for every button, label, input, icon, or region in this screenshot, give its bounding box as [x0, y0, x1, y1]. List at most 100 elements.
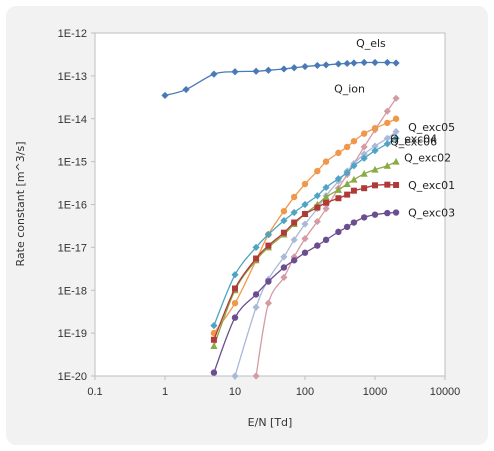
series-label-q-exc05: Q_exc05 — [408, 121, 455, 134]
data-point-q-ion — [313, 217, 321, 226]
data-point-q-exc06 — [360, 150, 368, 158]
x-tick-label: 1 — [162, 386, 168, 398]
data-point-q-exc03 — [335, 228, 342, 236]
data-point-q-exc03 — [384, 209, 391, 217]
y-tick-label: 1E-16 — [58, 200, 87, 212]
data-point-q-exc05 — [392, 115, 400, 122]
data-point-q-exc02 — [334, 186, 342, 193]
x-tick-label: 0.1 — [87, 386, 102, 398]
data-point-q-exc04 — [322, 183, 330, 192]
series-q-els — [161, 58, 400, 100]
data-point-q-exc03 — [265, 278, 272, 285]
data-point-q-exc03 — [210, 369, 218, 376]
data-point-q-exc03 — [301, 249, 309, 256]
data-point-q-exc06 — [231, 372, 239, 380]
data-point-q-exc05 — [343, 143, 351, 151]
data-point-q-els — [280, 65, 288, 73]
data-point-q-exc02 — [350, 175, 358, 183]
data-point-q-exc01 — [372, 182, 378, 189]
data-point-q-exc05 — [350, 137, 358, 145]
data-point-q-els — [182, 85, 190, 94]
data-point-q-els — [392, 59, 400, 67]
data-point-q-exc01 — [302, 211, 308, 218]
data-point-q-exc03 — [231, 314, 239, 321]
data-point-q-els — [231, 68, 239, 76]
data-point-q-exc04 — [383, 140, 391, 148]
y-tick-label: 1E-17 — [58, 242, 87, 254]
data-point-q-ion — [322, 205, 330, 213]
data-point-q-exc04 — [350, 162, 358, 170]
data-point-q-exc01 — [350, 187, 357, 194]
data-point-q-els — [343, 59, 351, 68]
data-point-q-exc01 — [265, 242, 272, 249]
series-q-exc05 — [210, 115, 400, 337]
series-label-q-ion: Q_ion — [334, 82, 365, 95]
data-point-q-exc03 — [290, 257, 298, 264]
data-point-q-els — [360, 58, 368, 67]
data-point-q-exc05 — [322, 158, 330, 165]
data-point-q-exc02 — [343, 180, 351, 188]
data-point-q-exc02 — [392, 157, 400, 165]
series-label-q-exc04: Q_exc04 — [390, 132, 437, 145]
plot-area — [94, 32, 446, 377]
series-label-q-exc03: Q_exc03 — [408, 207, 455, 220]
data-point-q-exc06 — [280, 253, 288, 261]
data-point-q-exc04 — [280, 217, 288, 225]
data-point-q-exc01 — [344, 191, 351, 198]
x-axis-title: E/N [Td] — [248, 416, 293, 429]
series-q-exc04 — [210, 134, 400, 330]
data-point-q-els — [264, 66, 272, 74]
data-point-q-exc04 — [301, 200, 309, 209]
data-point-q-exc04 — [392, 134, 400, 142]
y-tick-label: 1E-15 — [58, 157, 87, 169]
data-point-q-exc01 — [314, 204, 321, 211]
data-point-q-ion — [360, 143, 368, 151]
data-point-q-exc02 — [383, 161, 391, 169]
data-point-q-exc03 — [360, 214, 368, 221]
y-tick-label: 1E-12 — [58, 28, 87, 40]
data-point-q-exc05 — [360, 130, 368, 137]
data-point-q-ion — [264, 299, 272, 307]
data-point-q-exc06 — [392, 128, 400, 136]
data-point-q-exc05 — [290, 193, 298, 201]
data-point-q-els — [290, 64, 298, 72]
series-label-q-exc02: Q_exc02 — [404, 152, 451, 165]
y-tick-label: 1E-19 — [58, 328, 87, 340]
data-point-q-exc04 — [252, 243, 260, 251]
series-q-exc03 — [210, 209, 400, 376]
data-point-q-exc01 — [253, 255, 260, 262]
data-point-q-exc01 — [393, 181, 400, 188]
data-point-q-exc03 — [314, 242, 321, 249]
data-point-q-exc03 — [371, 211, 379, 218]
data-point-q-els — [252, 67, 260, 75]
data-point-q-exc04 — [360, 154, 368, 162]
data-point-q-exc04 — [290, 208, 298, 217]
data-point-q-els — [383, 58, 391, 67]
data-point-q-exc03 — [280, 264, 288, 271]
x-axis-ticks: 0.1 1 10 100 1000 10000 — [87, 376, 460, 398]
data-point-q-exc05 — [280, 207, 288, 215]
data-point-q-exc04 — [313, 192, 321, 200]
data-point-q-ion — [301, 235, 309, 243]
data-point-q-els — [371, 58, 379, 67]
y-tick-label: 1E-18 — [58, 285, 87, 297]
data-point-q-exc01 — [384, 181, 391, 188]
data-point-q-exc05 — [301, 180, 309, 188]
data-point-q-exc02 — [371, 165, 379, 173]
data-point-q-exc06 — [252, 303, 260, 311]
x-tick-label: 10000 — [430, 386, 461, 398]
data-point-q-exc03 — [350, 219, 358, 226]
data-point-q-exc04 — [334, 175, 342, 183]
y-tick-label: 1E-13 — [58, 71, 87, 83]
data-point-q-exc06 — [301, 220, 309, 228]
y-tick-label: 1E-14 — [58, 114, 87, 126]
y-tick-label: 1E-20 — [58, 371, 87, 383]
data-point-q-exc02 — [210, 342, 218, 350]
series-label-q-exc01: Q_exc01 — [408, 179, 455, 192]
data-point-q-els — [313, 61, 321, 70]
series-line-q-exc05 — [213, 118, 397, 334]
y-axis-title: Rate constant [m^3/s] — [14, 142, 27, 267]
data-point-q-exc03 — [322, 236, 330, 244]
data-point-q-exc02 — [322, 193, 330, 200]
